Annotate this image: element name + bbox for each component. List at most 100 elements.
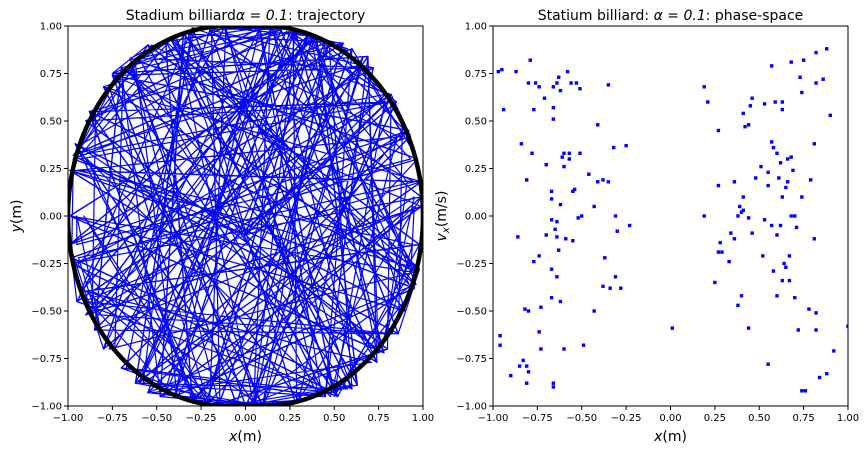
x-tick-label-phase-space: 0.50 <box>748 413 770 424</box>
phase-point <box>514 69 518 74</box>
x-tick-label-phase-space: −1.00 <box>478 413 509 424</box>
phase-point <box>592 204 596 209</box>
phase-point <box>812 237 816 241</box>
phase-point <box>571 239 575 243</box>
phase-point <box>567 157 572 161</box>
phase-point <box>587 172 591 176</box>
x-tick-label-trajectory: 0.75 <box>367 413 389 424</box>
phase-point <box>780 100 785 104</box>
y-tick-label-trajectory: 0.00 <box>40 212 62 223</box>
chart-title-phase-space: Statium billiard: α = 0.1: phase-space <box>538 8 804 24</box>
phase-point <box>769 140 774 144</box>
x-ticks-trajectory: −1.00 −0.75 −0.50 −0.25 0.00 0.25 0.50 0.75 1.00 <box>53 406 434 424</box>
phase-point <box>528 58 532 62</box>
phase-point <box>574 81 579 85</box>
phase-point <box>762 218 767 222</box>
y-tick-label-trajectory: −0.75 <box>31 354 62 365</box>
y-tick-label-trajectory: 0.50 <box>40 117 62 128</box>
phase-point <box>718 240 722 245</box>
x-axis-label-phase-space: x(m) <box>653 429 687 445</box>
phase-point <box>800 90 804 95</box>
phase-point <box>800 195 804 199</box>
phase-point <box>754 176 758 180</box>
phase-point <box>782 261 786 266</box>
phase-point <box>743 125 747 129</box>
phase-point <box>526 370 531 374</box>
phase-point <box>526 81 531 85</box>
phase-point <box>601 178 605 182</box>
phase-point <box>544 233 548 237</box>
x-tick-label-phase-space: 1.00 <box>837 413 859 424</box>
phase-point <box>720 250 724 254</box>
phase-point <box>794 225 799 230</box>
phase-point <box>549 218 554 222</box>
phase-point <box>627 223 632 228</box>
phase-point <box>775 294 779 298</box>
phase-point <box>539 347 543 351</box>
phase-point <box>789 60 793 64</box>
phase-point <box>542 96 547 100</box>
phase-point <box>592 309 596 313</box>
phase-point <box>798 75 802 79</box>
phase-point <box>519 142 524 146</box>
phase-point <box>727 259 731 264</box>
phase-point <box>736 214 740 218</box>
phase-point <box>736 303 740 307</box>
phase-point <box>571 189 575 193</box>
phase-point <box>716 250 721 254</box>
y-tick-label-phase-space: −0.50 <box>456 307 487 318</box>
y-tick-label-trajectory: −0.25 <box>31 259 62 270</box>
y-tick-label-trajectory: −0.50 <box>31 307 62 318</box>
phase-point <box>738 204 742 209</box>
phase-point <box>750 96 754 100</box>
phase-point <box>787 254 792 258</box>
phase-point <box>771 269 776 273</box>
phase-point <box>785 157 790 161</box>
phase-point <box>825 47 829 51</box>
phase-point <box>562 164 566 169</box>
phase-point <box>706 100 710 104</box>
phase-point <box>748 104 753 108</box>
phase-point <box>780 278 785 283</box>
phase-point <box>500 68 504 72</box>
phase-point <box>750 231 754 235</box>
phase-point <box>530 151 534 155</box>
y-tick-label-phase-space: −0.75 <box>456 354 487 365</box>
phase-point <box>578 151 582 155</box>
x-tick-label-trajectory: 0.50 <box>323 413 345 424</box>
phase-point <box>567 151 572 155</box>
y-tick-label-phase-space: 1.00 <box>465 22 487 33</box>
phase-point <box>746 123 751 127</box>
phase-point <box>549 189 554 193</box>
phase-point <box>828 113 832 117</box>
phase-point <box>807 307 811 311</box>
phase-point <box>551 85 556 89</box>
phase-point <box>817 375 822 380</box>
phase-point <box>741 208 745 212</box>
y-axis-label-phase-space: vx(m/s) <box>434 191 452 242</box>
phase-point <box>766 362 770 366</box>
phase-point <box>789 155 793 159</box>
phase-point <box>702 85 706 89</box>
phase-point <box>739 294 744 298</box>
phase-point <box>612 145 616 150</box>
phase-point <box>551 117 556 121</box>
phase-point <box>793 214 797 218</box>
phase-point <box>791 168 795 173</box>
phase-point <box>576 216 580 220</box>
chart-title-trajectory: Stadium billiardα = 0.1: trajectory <box>126 8 366 24</box>
phase-point <box>784 265 788 269</box>
stadium-boundary <box>68 26 423 406</box>
phase-point <box>537 85 541 89</box>
phase-point <box>498 334 502 338</box>
phase-point <box>778 223 783 228</box>
phase-point <box>537 330 541 334</box>
phase-point <box>501 107 506 112</box>
y-ticks-phase-space: −1.00 −0.75 −0.50 −0.25 0.00 0.25 0.50 0.75 1.00 <box>456 22 493 413</box>
y-tick-label-phase-space: 0.25 <box>465 164 487 175</box>
phase-point <box>555 235 559 239</box>
phase-point <box>532 107 536 112</box>
x-tick-label-trajectory: 0.25 <box>279 413 301 424</box>
phase-point <box>551 385 556 389</box>
